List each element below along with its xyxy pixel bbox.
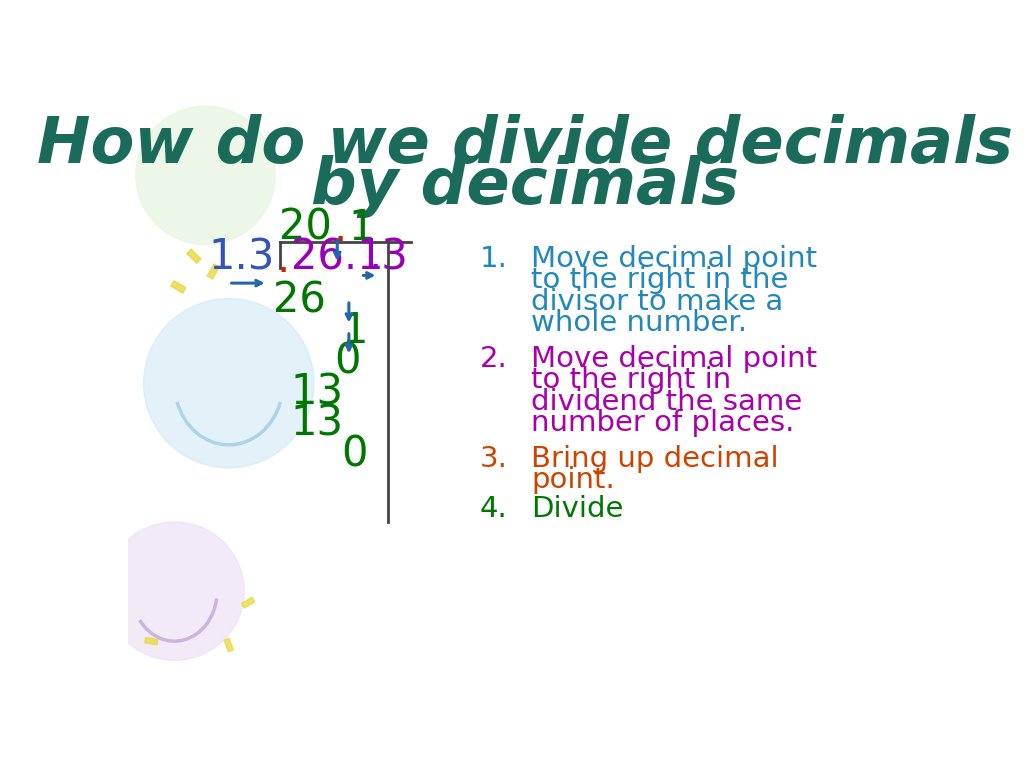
Text: Divide: Divide (531, 495, 624, 523)
Circle shape (136, 106, 275, 245)
Text: Bring up decimal: Bring up decimal (531, 445, 778, 473)
Text: to the right in the: to the right in the (531, 266, 788, 294)
Text: 1.3: 1.3 (209, 237, 275, 279)
Text: 20: 20 (279, 207, 332, 249)
Circle shape (143, 299, 314, 468)
Text: 26.1: 26.1 (291, 237, 384, 279)
Text: 4.: 4. (480, 495, 508, 523)
Text: number of places.: number of places. (531, 409, 795, 438)
Text: 3.: 3. (480, 445, 508, 473)
Polygon shape (171, 281, 186, 293)
Text: to the right in: to the right in (531, 366, 731, 394)
Text: point.: point. (531, 466, 614, 495)
Text: 1.: 1. (480, 245, 508, 273)
Polygon shape (144, 637, 158, 645)
Text: 26: 26 (272, 279, 326, 321)
Text: .3: .3 (369, 237, 409, 279)
Polygon shape (207, 264, 219, 279)
Text: 0: 0 (342, 433, 369, 475)
Text: 1: 1 (349, 207, 376, 249)
Text: whole number.: whole number. (531, 310, 746, 337)
Text: 13: 13 (291, 402, 343, 444)
Text: Move decimal point: Move decimal point (531, 345, 817, 372)
Text: by decimals: by decimals (311, 155, 738, 218)
Circle shape (104, 521, 245, 660)
Text: divisor to make a: divisor to make a (531, 288, 783, 316)
Text: .: . (334, 208, 347, 250)
Text: Move decimal point: Move decimal point (531, 245, 817, 273)
Text: 13: 13 (291, 372, 343, 413)
Text: 1: 1 (342, 310, 369, 352)
Text: 2.: 2. (480, 345, 508, 372)
Polygon shape (186, 249, 201, 263)
Text: .: . (276, 239, 290, 281)
Text: How do we divide decimals: How do we divide decimals (37, 114, 1013, 176)
Text: dividend the same: dividend the same (531, 388, 802, 415)
Polygon shape (242, 598, 255, 608)
Polygon shape (224, 638, 233, 652)
Text: 0: 0 (334, 341, 360, 382)
